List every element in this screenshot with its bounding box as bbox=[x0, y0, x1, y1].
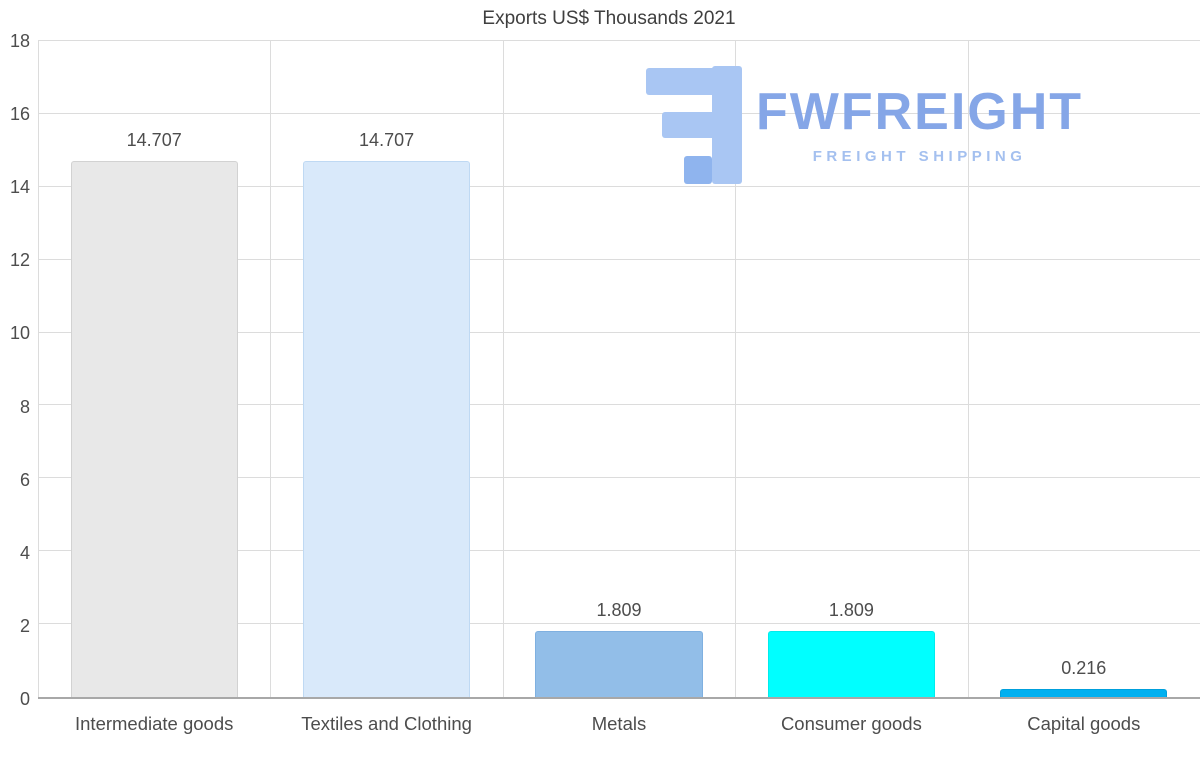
bar-consumer-goods bbox=[767, 631, 936, 697]
gridline-horizontal bbox=[38, 258, 1200, 260]
gridline-horizontal bbox=[38, 331, 1200, 333]
x-category-label: Textiles and Clothing bbox=[301, 713, 472, 734]
gridline-horizontal bbox=[38, 623, 1200, 625]
gridline-vertical bbox=[38, 41, 39, 697]
gridline-horizontal bbox=[38, 185, 1200, 187]
bar-metals bbox=[535, 631, 703, 697]
y-tick-label: 12 bbox=[9, 250, 30, 271]
bar-value-label: 1.809 bbox=[596, 600, 642, 621]
plot-area: 14.707 14.707 1.809 1.809 0.216 bbox=[38, 40, 1200, 699]
x-category-label: Intermediate goods bbox=[75, 713, 234, 734]
y-tick-label: 10 bbox=[9, 323, 30, 344]
y-tick-label: 4 bbox=[19, 542, 30, 563]
x-category-label: Consumer goods bbox=[780, 713, 922, 734]
bar-intermediate-goods bbox=[70, 161, 238, 697]
y-tick-label: 0 bbox=[19, 689, 30, 709]
bar-value-label: 0.216 bbox=[1061, 658, 1107, 679]
y-tick-label: 8 bbox=[19, 396, 30, 417]
x-category-label: Capital goods bbox=[1027, 713, 1141, 734]
gridline-vertical bbox=[502, 41, 504, 697]
y-tick-label: 18 bbox=[9, 31, 30, 51]
bar-value-label: 1.809 bbox=[828, 600, 874, 621]
gridline-horizontal bbox=[38, 477, 1200, 479]
gridline-vertical bbox=[735, 41, 737, 697]
chart-title: Exports US$ Thousands 2021 bbox=[482, 8, 736, 29]
y-tick-label: 6 bbox=[19, 469, 30, 490]
gridline-horizontal bbox=[38, 404, 1200, 406]
gridline-horizontal bbox=[38, 40, 1200, 41]
y-tick-label: 2 bbox=[19, 615, 30, 636]
gridline-horizontal bbox=[38, 112, 1200, 114]
y-tick-label: 16 bbox=[9, 104, 30, 125]
y-axis: 0 2 4 6 8 10 12 14 16 18 bbox=[0, 31, 32, 709]
x-category-label: Metals bbox=[591, 713, 647, 734]
bar-value-label: 14.707 bbox=[359, 130, 415, 151]
gridline-vertical bbox=[270, 41, 272, 697]
bar-value-label: 14.707 bbox=[126, 130, 182, 151]
x-axis: Intermediate goods Textiles and Clothing M… bbox=[38, 712, 1200, 738]
gridline-vertical bbox=[967, 41, 969, 697]
bar-textiles-and-clothing bbox=[302, 161, 471, 697]
bar-capital-goods bbox=[1000, 689, 1168, 697]
y-tick-label: 14 bbox=[9, 177, 30, 198]
gridline-horizontal bbox=[38, 550, 1200, 552]
